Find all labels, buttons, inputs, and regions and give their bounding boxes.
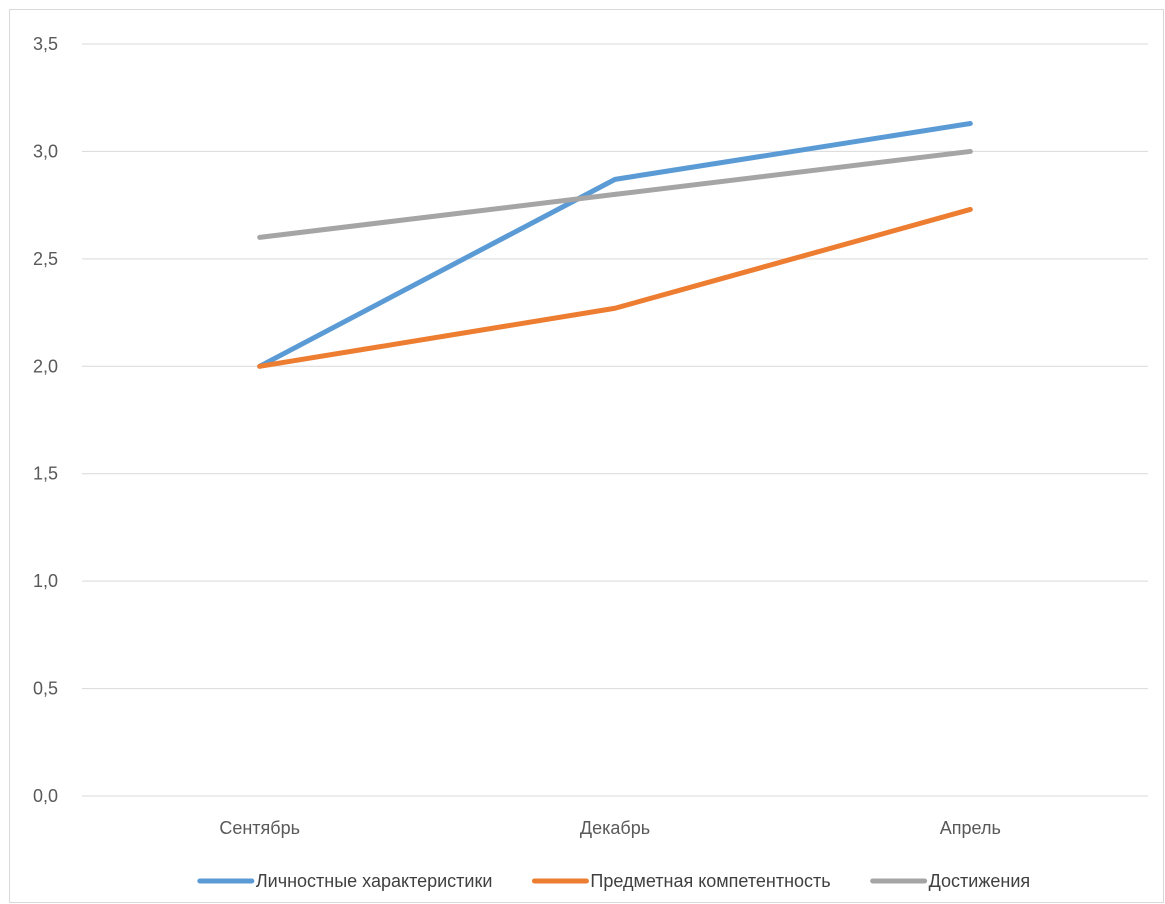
x-tick-label: Декабрь (580, 818, 650, 838)
y-tick-label: 3,5 (33, 34, 58, 54)
y-tick-label: 0,5 (33, 679, 58, 699)
x-tick-label: Апрель (940, 818, 1001, 838)
chart-frame (9, 9, 1164, 903)
y-tick-label: 1,0 (33, 571, 58, 591)
series-line-1 (257, 120, 973, 369)
legend-label-3: Достижения (929, 871, 1031, 891)
x-tick-label: Сентябрь (219, 818, 300, 838)
legend: Личностные характеристики Предметная комп… (197, 871, 1031, 891)
gridlines (82, 43, 1148, 797)
series-line-2 (257, 206, 973, 369)
series-lines (257, 120, 973, 369)
y-tick-label: 1,5 (33, 464, 58, 484)
legend-label-1: Личностные характеристики (256, 871, 493, 891)
series-line-3 (257, 148, 973, 240)
legend-label-2: Предметная компетентность (590, 871, 830, 891)
y-tick-label: 0,0 (33, 786, 58, 806)
y-tick-label: 3,0 (33, 141, 58, 161)
y-tick-label: 2,5 (33, 249, 58, 269)
y-tick-label: 2,0 (33, 356, 58, 376)
x-axis-tick-labels: Сентябрь Декабрь Апрель (219, 818, 1001, 838)
y-axis-tick-labels: 0,0 0,5 1,0 1,5 2,0 2,5 3,0 3,5 (33, 34, 58, 806)
